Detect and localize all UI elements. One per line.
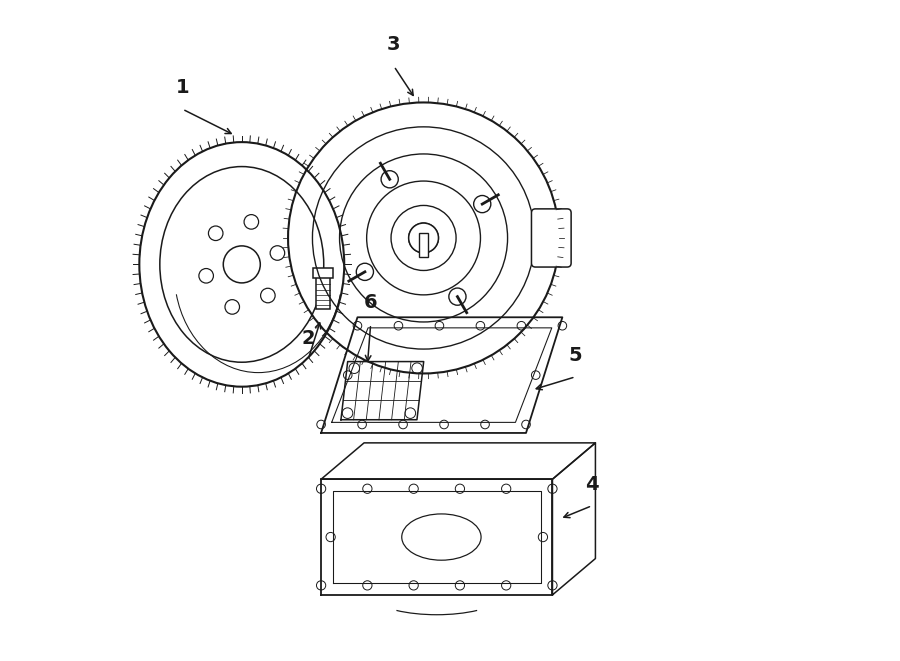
Text: 5: 5 <box>569 346 582 365</box>
Text: 2: 2 <box>302 329 315 348</box>
Circle shape <box>473 196 491 213</box>
Circle shape <box>409 223 438 253</box>
FancyBboxPatch shape <box>313 268 333 278</box>
FancyBboxPatch shape <box>532 209 572 267</box>
Text: 6: 6 <box>364 293 377 312</box>
Text: 3: 3 <box>387 35 400 54</box>
Circle shape <box>356 263 374 280</box>
Circle shape <box>449 288 466 305</box>
Circle shape <box>381 171 399 188</box>
FancyBboxPatch shape <box>419 233 428 257</box>
FancyBboxPatch shape <box>317 276 329 309</box>
Text: 4: 4 <box>585 475 598 494</box>
Text: 1: 1 <box>176 78 189 97</box>
